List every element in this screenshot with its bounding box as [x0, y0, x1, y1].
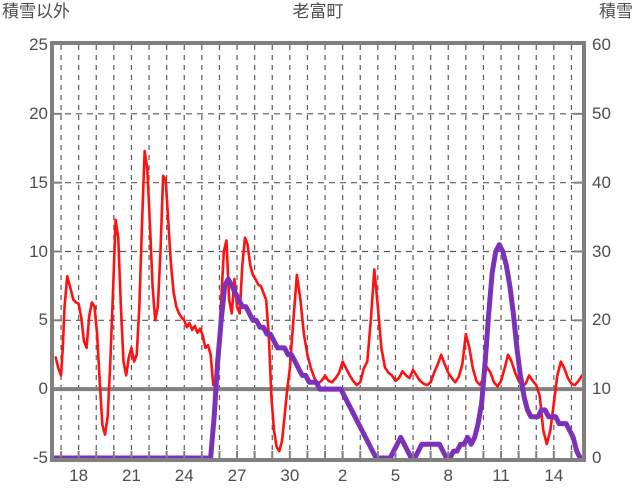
plot-inner	[54, 45, 582, 458]
left-axis-tick-label: 25	[29, 35, 48, 54]
left-axis-tick-label: 10	[29, 241, 48, 261]
right-axis-tick-label: 40	[592, 172, 611, 192]
page-title: 老富町	[292, 2, 344, 21]
right-axis-title: 積雪	[599, 2, 633, 21]
x-axis-tick-label: 21	[121, 466, 141, 485]
x-axis-tick-label: 14	[544, 466, 564, 485]
left-axis-tick-label: 15	[29, 172, 48, 192]
left-axis-title: 積雪以外	[2, 2, 70, 21]
x-axis-tick-label: 18	[69, 466, 89, 485]
left-axis-tick-label: 0	[38, 379, 48, 399]
left-axis-tick-label: -5	[32, 448, 48, 467]
x-axis-tick-label: 24	[174, 466, 194, 485]
chart-svg	[54, 45, 582, 458]
right-axis-tick-label: 10	[592, 379, 611, 399]
x-axis-tick-label: 11	[492, 466, 510, 485]
x-axis-tick-label: 2	[337, 466, 348, 485]
right-axis-tick-label: 20	[592, 310, 611, 330]
x-axis-tick-label: 5	[390, 466, 401, 485]
right-axis-tick-label: 60	[592, 35, 611, 54]
x-axis-tick-label: 30	[280, 466, 300, 485]
right-axis-tick-label: 30	[592, 241, 611, 261]
right-axis-tick-label: 50	[592, 103, 611, 123]
series-line-snow	[54, 242, 582, 458]
plot-area	[50, 41, 586, 462]
left-axis-tick-label: 5	[38, 310, 48, 330]
x-axis-tick-label: 8	[443, 466, 453, 485]
right-axis-tick-label: 0	[592, 448, 602, 467]
left-axis-tick-label: 20	[29, 103, 48, 123]
x-axis-tick-label: 27	[227, 466, 247, 485]
series-line-temperature	[54, 149, 582, 453]
